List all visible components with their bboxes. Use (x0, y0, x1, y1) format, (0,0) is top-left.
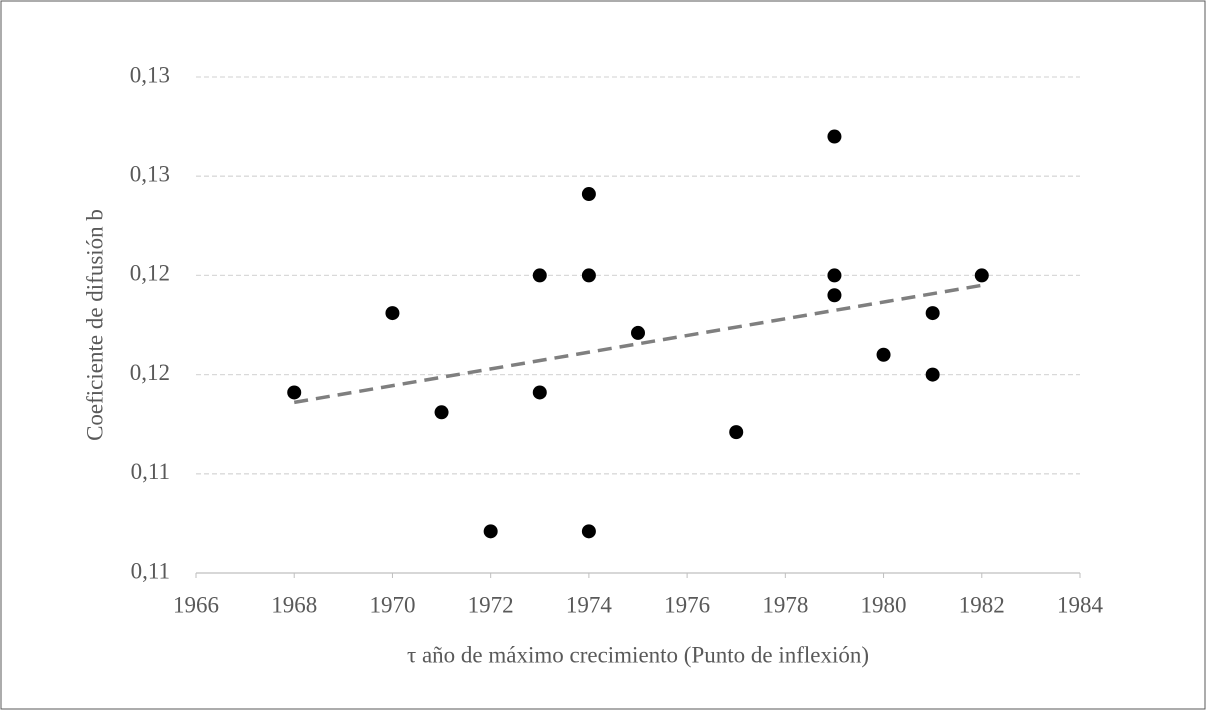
x-tick-label: 1984 (1057, 592, 1104, 617)
data-point (385, 306, 400, 321)
data-point (974, 268, 989, 283)
y-axis-title: Coeficiente de difusión b (82, 209, 107, 441)
x-tick-label: 1980 (861, 592, 907, 617)
trendline (293, 283, 983, 405)
data-point (434, 405, 449, 420)
data-point (827, 268, 842, 283)
data-point (729, 425, 744, 440)
data-point (925, 306, 940, 321)
data-point (581, 524, 596, 539)
y-tick-label: 0,12 (130, 261, 170, 286)
x-tick-label: 1976 (664, 592, 710, 617)
data-point (532, 385, 547, 400)
x-axis-title: τ año de máximo crecimiento (Punto de in… (407, 642, 869, 667)
data-point (581, 187, 596, 202)
data-point (827, 129, 842, 144)
x-tick-label: 1978 (762, 592, 808, 617)
x-tick-label: 1972 (468, 592, 514, 617)
y-tick-label: 0,13 (130, 62, 170, 87)
data-point (581, 268, 596, 283)
y-tick-label: 0,11 (131, 459, 170, 484)
y-tick-label: 0,11 (131, 558, 170, 583)
data-point (287, 385, 302, 400)
data-point (483, 524, 498, 539)
y-tick-label: 0,13 (130, 161, 170, 186)
data-point (532, 268, 547, 283)
x-tick-label: 1974 (566, 592, 613, 617)
x-tick-label: 1968 (271, 592, 317, 617)
data-point (925, 367, 940, 382)
x-tick-label: 1966 (173, 592, 219, 617)
y-tick-label: 0,12 (130, 360, 170, 385)
data-point (876, 347, 891, 362)
x-tick-label: 1970 (369, 592, 415, 617)
data-point (827, 288, 842, 303)
x-tick-label: 1982 (959, 592, 1005, 617)
data-point (631, 325, 645, 340)
